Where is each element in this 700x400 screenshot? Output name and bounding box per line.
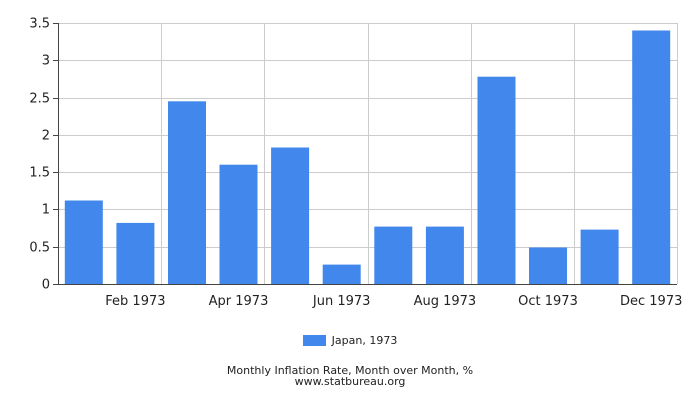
bar bbox=[529, 247, 567, 284]
y-tick-label: 1.5 bbox=[29, 166, 50, 181]
bar bbox=[632, 30, 671, 284]
x-tick-label: Feb 1973 bbox=[105, 294, 165, 309]
x-tick-label: Apr 1973 bbox=[209, 294, 269, 309]
chart-title: Monthly Inflation Rate, Month over Month… bbox=[226, 364, 474, 377]
x-axis-tick-labels: Feb 1973 Apr 1973 Jun 1973 Aug 1973 Oct 1973… bbox=[105, 294, 682, 309]
bar bbox=[580, 229, 619, 284]
y-tick-label: 0 bbox=[42, 278, 50, 293]
bars bbox=[64, 30, 671, 284]
y-axis-tick-labels: 0 0.5 1 1.5 2 2.5 3 3.5 bbox=[29, 17, 50, 293]
x-tick-label: Aug 1973 bbox=[414, 294, 477, 309]
bar bbox=[374, 226, 413, 284]
bar bbox=[64, 200, 103, 284]
bar bbox=[168, 101, 206, 284]
y-tick-label: 3.5 bbox=[29, 17, 50, 32]
bar bbox=[271, 147, 310, 284]
bar bbox=[219, 164, 258, 284]
y-tick-label: 0.5 bbox=[29, 241, 50, 256]
bar bbox=[425, 226, 464, 284]
y-tick-label: 2 bbox=[42, 129, 50, 144]
bar-chart: 0 0.5 1 1.5 2 2.5 3 3.5 Feb 1973 Apr 1973 Jun 197… bbox=[29, 17, 682, 310]
legend: Japan, 1973 bbox=[0, 331, 700, 349]
grid-lines bbox=[58, 23, 678, 284]
x-tick-label: Oct 1973 bbox=[518, 294, 578, 309]
x-tick-label: Jun 1973 bbox=[312, 294, 371, 309]
legend-swatch bbox=[302, 334, 326, 346]
axes bbox=[53, 23, 677, 285]
y-tick-label: 3 bbox=[42, 54, 50, 69]
source-url: www.statbureau.org bbox=[294, 375, 406, 388]
bar bbox=[477, 76, 516, 284]
y-tick-label: 2.5 bbox=[29, 92, 50, 107]
bar bbox=[322, 264, 361, 284]
bar bbox=[116, 222, 155, 284]
x-tick-label: Dec 1973 bbox=[620, 294, 682, 309]
legend-label: Japan, 1973 bbox=[331, 333, 398, 347]
y-tick-label: 1 bbox=[42, 203, 50, 218]
